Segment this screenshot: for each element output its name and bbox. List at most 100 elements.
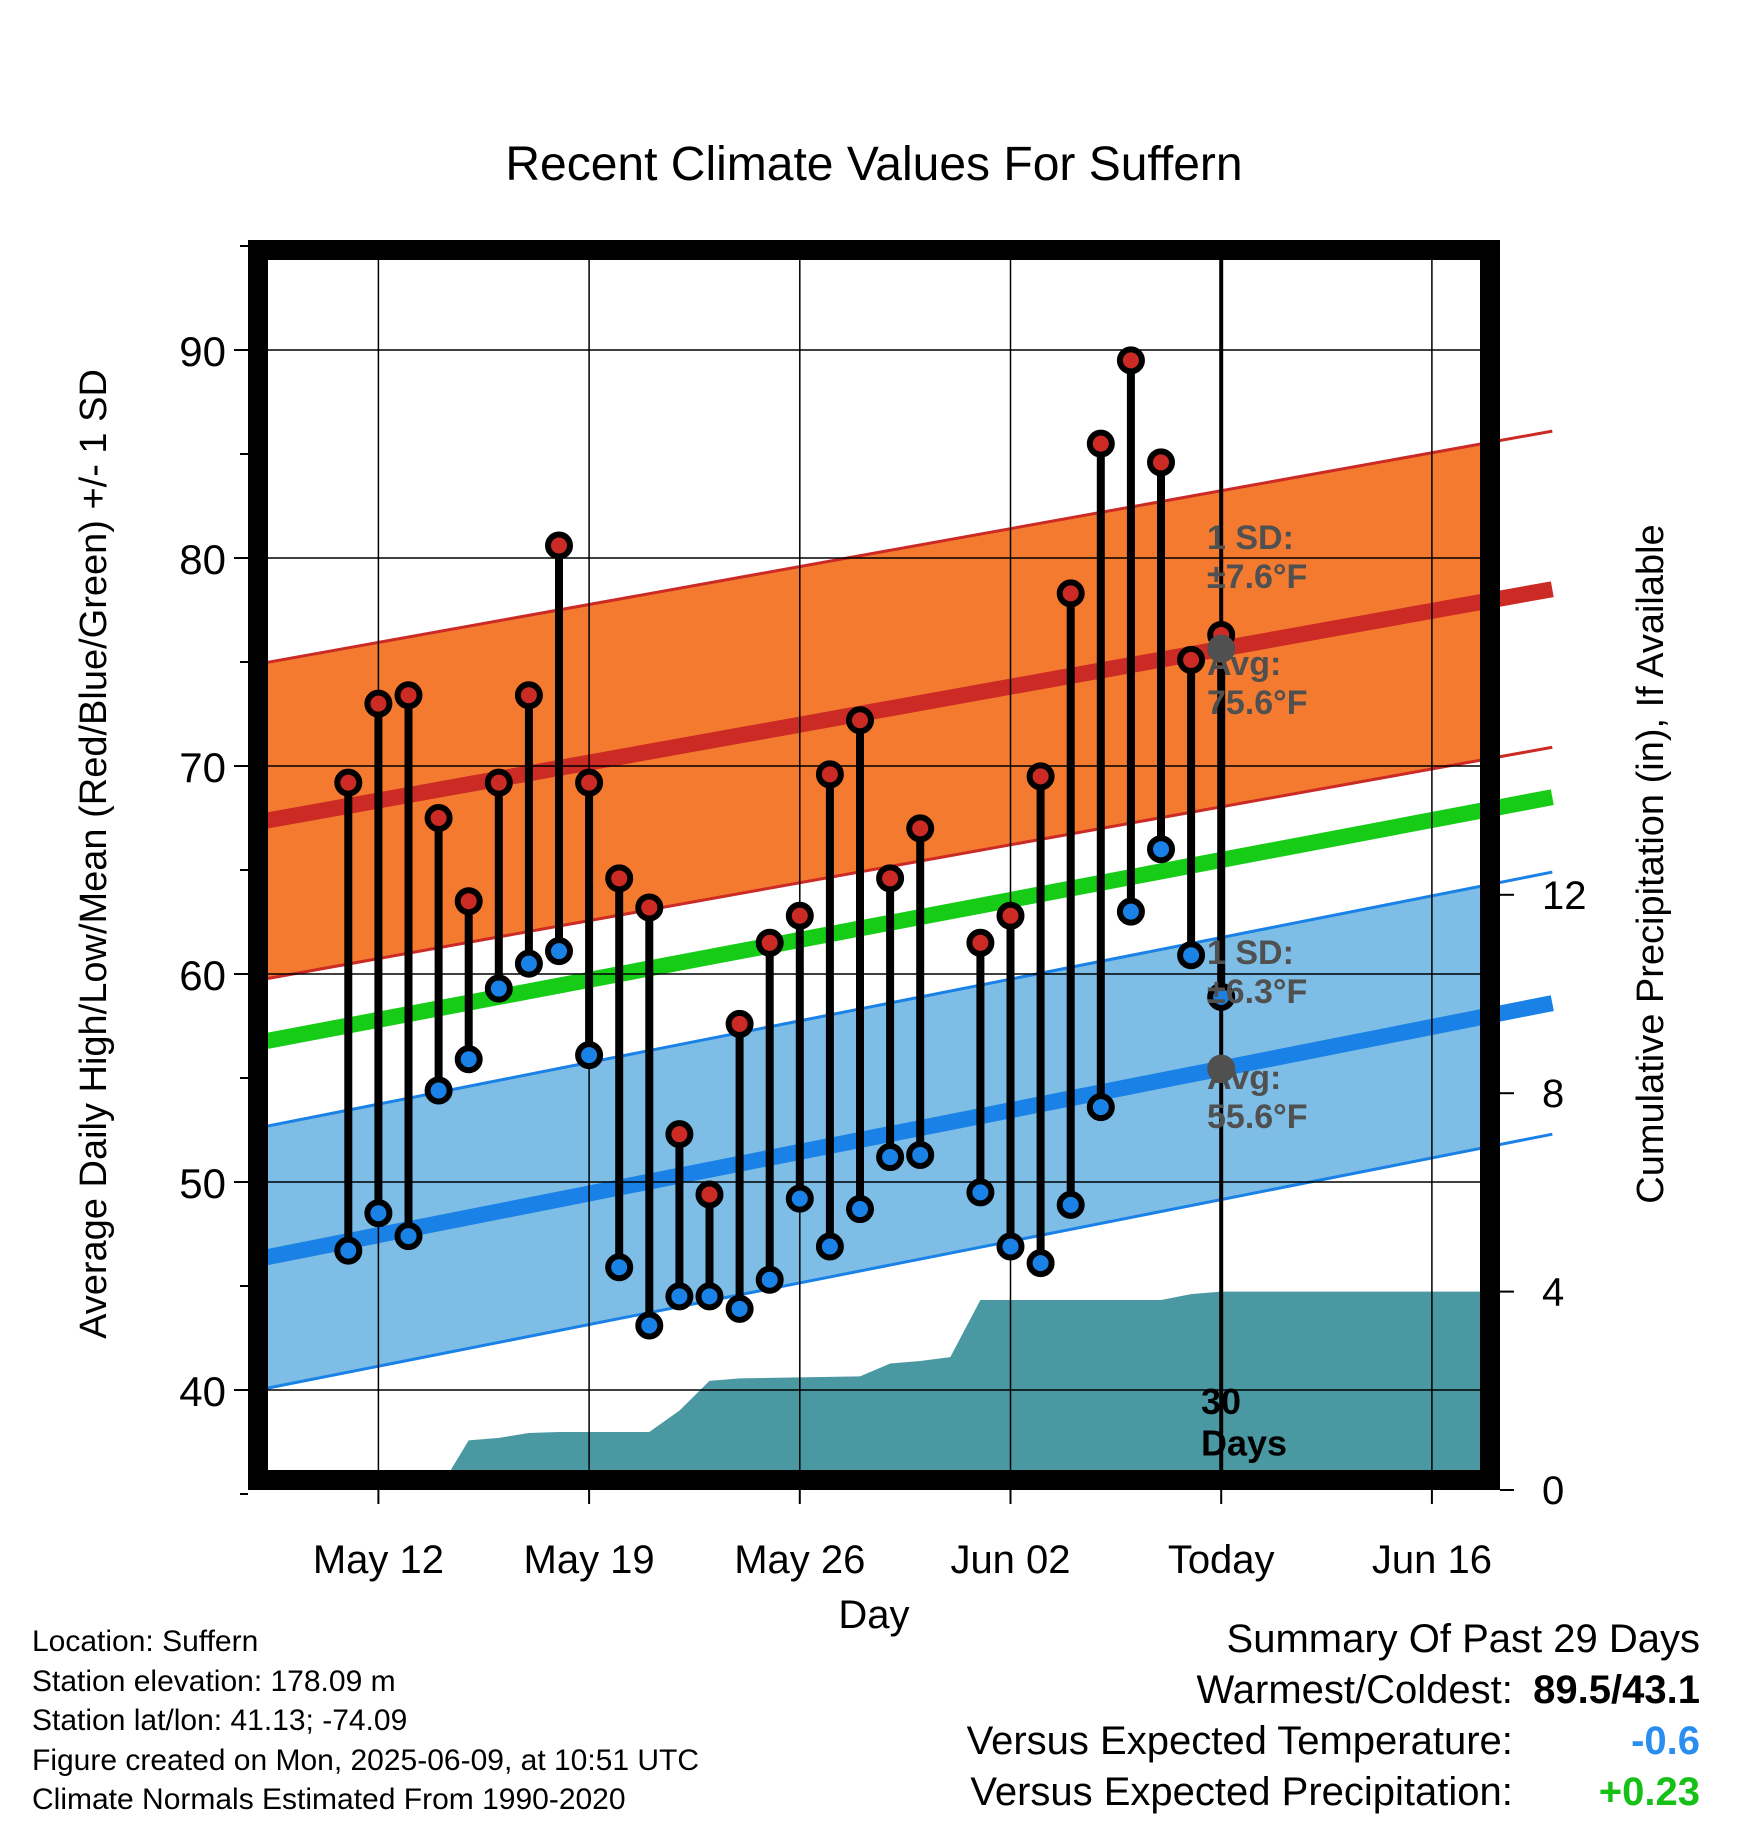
daily-low-point	[665, 1282, 694, 1311]
daily-low-point	[755, 1265, 784, 1294]
today-high-average-marker	[1207, 634, 1236, 663]
created-text: Figure created on Mon, 2025-06-09, at 10…	[32, 1743, 700, 1777]
daily-high-point	[725, 1009, 754, 1038]
normals-text: Climate Normals Estimated From 1990-2020	[32, 1783, 626, 1816]
low-average-annotation: Avg: 55.6°F	[1207, 1059, 1308, 1136]
low-sd-annotation: 1 SD: ±6.3°F	[1207, 934, 1307, 1011]
daily-high-point	[635, 893, 664, 922]
y-tick-label: 40	[179, 1368, 226, 1415]
y-axis-label-right: Cumulative Precipitation (in), If Availa…	[1630, 524, 1672, 1203]
daily-high-point	[545, 531, 573, 560]
daily-high-point	[334, 768, 363, 797]
daily-high-point	[1056, 579, 1085, 608]
daily-low-point	[1086, 1093, 1115, 1122]
daily-low-point	[514, 949, 543, 978]
summary-title: Summary Of Past 29 Days	[1226, 1617, 1700, 1661]
today-low-average-marker	[1207, 1054, 1236, 1083]
warmest-coldest-label: Warmest/Coldest:	[1196, 1668, 1513, 1712]
low-sd-upper-edge	[257, 870, 1553, 1130]
daily-low-point	[695, 1282, 724, 1311]
daily-low-point	[545, 937, 573, 966]
daily-high-point	[966, 928, 995, 957]
summary-panel: Summary Of Past 29 Days Warmest/Coldest:…	[967, 1614, 1700, 1818]
daily-high-point	[394, 681, 423, 710]
daily-low-point	[575, 1041, 604, 1070]
y-tick-label: 70	[179, 744, 226, 791]
x-tick-label: May 26	[734, 1538, 865, 1582]
precip-anomaly-value: +0.23	[1598, 1770, 1700, 1814]
daily-high-point	[876, 864, 905, 893]
daily-high-point	[605, 864, 634, 893]
daily-low-point	[785, 1184, 814, 1213]
high-sd-annotation: 1 SD: ±7.6°F	[1207, 519, 1307, 596]
daily-low-point	[484, 974, 513, 1003]
daily-low-point	[725, 1294, 754, 1323]
daily-low-point	[876, 1143, 905, 1172]
temp-anomaly-value: -0.6	[1631, 1719, 1700, 1763]
high-average-annotation: Avg: 75.6°F	[1207, 645, 1308, 722]
station-info: Location: Suffern Station elevation: 178…	[32, 1622, 699, 1820]
daily-high-point	[1086, 429, 1115, 458]
daily-high-point	[454, 887, 483, 916]
daily-low-point	[1207, 982, 1236, 1011]
cumulative-precip-area	[444, 1291, 1490, 1480]
daily-low-point	[424, 1076, 453, 1105]
summary-warmest-coldest-row: Warmest/Coldest: 89.5/43.1	[967, 1665, 1701, 1716]
precip-anomaly-label: Versus Expected Precipitation:	[970, 1770, 1513, 1814]
daily-high-point	[484, 768, 513, 797]
high-average-line	[256, 581, 1554, 831]
daily-high-point	[846, 706, 874, 735]
chart-title: Recent Climate Values For Suffern	[505, 138, 1242, 191]
daily-high-point	[514, 681, 543, 710]
y-axis-label-left: Average Daily High/Low/Mean (Red/Blue/Gr…	[73, 369, 115, 1339]
daily-low-point	[454, 1045, 483, 1074]
daily-low-point	[1147, 835, 1175, 864]
daily-high-point	[785, 901, 814, 930]
mean-average-line	[256, 789, 1554, 1051]
latlon-text: Station lat/lon: 41.13; -74.09	[32, 1704, 408, 1737]
high-sd-lower-edge	[257, 745, 1553, 982]
y-right-tick-label: 0	[1542, 1469, 1564, 1513]
x-tick-label: Today	[1168, 1538, 1275, 1582]
daily-low-point	[394, 1222, 423, 1251]
y-tick-label: 60	[179, 952, 226, 999]
x-tick-label: May 19	[524, 1538, 655, 1582]
daily-high-point	[665, 1120, 694, 1149]
daily-high-point	[424, 804, 453, 832]
daily-low-point	[996, 1232, 1025, 1261]
daily-low-point	[605, 1253, 634, 1282]
y-tick-label: 50	[179, 1160, 226, 1207]
y-right-tick-label: 12	[1542, 874, 1587, 918]
daily-high-point	[1147, 448, 1175, 477]
temp-anomaly-label: Versus Expected Temperature:	[966, 1719, 1513, 1763]
daily-low-point	[846, 1195, 874, 1224]
daily-high-point	[1116, 346, 1145, 375]
elevation-text: Station elevation: 178.09 m	[32, 1664, 396, 1698]
y-right-tick-label: 4	[1542, 1271, 1564, 1315]
plot-frame	[248, 240, 1500, 1490]
daily-low-point	[364, 1199, 393, 1228]
x-axis-label: Day	[838, 1593, 909, 1637]
daily-high-point	[1026, 762, 1055, 791]
daily-high-point	[364, 689, 393, 718]
daily-low-point	[635, 1311, 664, 1340]
summary-precip-row: Versus Expected Precipitation: +0.23	[967, 1767, 1700, 1818]
today-days-label: 30 Days	[1201, 1381, 1287, 1463]
summary-temp-row: Versus Expected Temperature: -0.6	[967, 1716, 1700, 1767]
y-right-tick-label: 8	[1542, 1072, 1564, 1116]
x-tick-label: Jun 02	[950, 1538, 1070, 1582]
daily-low-point	[966, 1178, 995, 1207]
warmest-coldest-value: 89.5/43.1	[1533, 1668, 1700, 1712]
daily-high-point	[755, 928, 784, 957]
y-tick-label: 90	[179, 328, 226, 375]
x-tick-label: May 12	[313, 1538, 444, 1582]
daily-high-point	[906, 814, 935, 843]
daily-low-point	[1026, 1249, 1055, 1278]
plot-area: 1 SD: ±7.6°F Avg: 75.6°F 1 SD: ±6.3°F Avg: 55.6…	[179, 240, 1587, 1582]
high-sd-upper-edge	[257, 429, 1553, 666]
daily-high-point	[1177, 645, 1206, 674]
daily-high-point	[815, 760, 844, 789]
daily-low-point	[334, 1236, 363, 1265]
daily-high-point	[575, 768, 604, 797]
daily-low-point	[1056, 1190, 1085, 1219]
